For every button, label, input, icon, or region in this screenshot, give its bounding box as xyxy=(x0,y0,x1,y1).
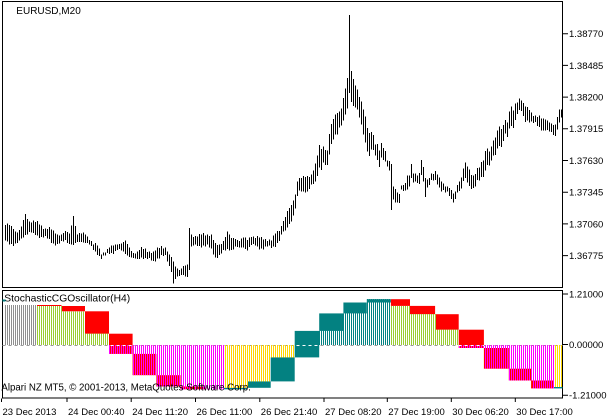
svg-text:-1.21000: -1.21000 xyxy=(569,391,607,402)
svg-text:1.38200: 1.38200 xyxy=(569,93,603,104)
svg-text:EURUSD,M20: EURUSD,M20 xyxy=(16,6,81,17)
svg-text:1.38770: 1.38770 xyxy=(569,29,603,40)
svg-text:1.21000: 1.21000 xyxy=(569,289,603,300)
svg-text:StochasticCGOscillator(H4): StochasticCGOscillator(H4) xyxy=(4,294,130,305)
svg-text:0.00000: 0.00000 xyxy=(569,340,603,351)
svg-text:30 Dec 06:20: 30 Dec 06:20 xyxy=(452,407,509,418)
svg-text:Alpari NZ MT5, © 2001-2013, Me: Alpari NZ MT5, © 2001-2013, MetaQuotes S… xyxy=(1,383,250,394)
svg-text:26 Dec 11:00: 26 Dec 11:00 xyxy=(197,407,253,418)
svg-text:1.37060: 1.37060 xyxy=(569,219,603,230)
svg-text:27 Dec 08:20: 27 Dec 08:20 xyxy=(325,407,382,418)
svg-text:1.38485: 1.38485 xyxy=(569,61,603,72)
svg-text:23 Dec 2013: 23 Dec 2013 xyxy=(3,407,57,418)
svg-text:27 Dec 19:00: 27 Dec 19:00 xyxy=(388,407,445,418)
svg-text:1.37915: 1.37915 xyxy=(569,124,603,135)
svg-text:1.37345: 1.37345 xyxy=(569,188,603,199)
svg-text:1.37630: 1.37630 xyxy=(569,156,603,167)
svg-text:24 Dec 00:40: 24 Dec 00:40 xyxy=(68,407,125,418)
svg-text:24 Dec 11:20: 24 Dec 11:20 xyxy=(132,407,188,418)
svg-text:30 Dec 17:00: 30 Dec 17:00 xyxy=(516,407,573,418)
svg-text:1.36775: 1.36775 xyxy=(569,251,603,262)
svg-text:26 Dec 21:40: 26 Dec 21:40 xyxy=(261,407,318,418)
